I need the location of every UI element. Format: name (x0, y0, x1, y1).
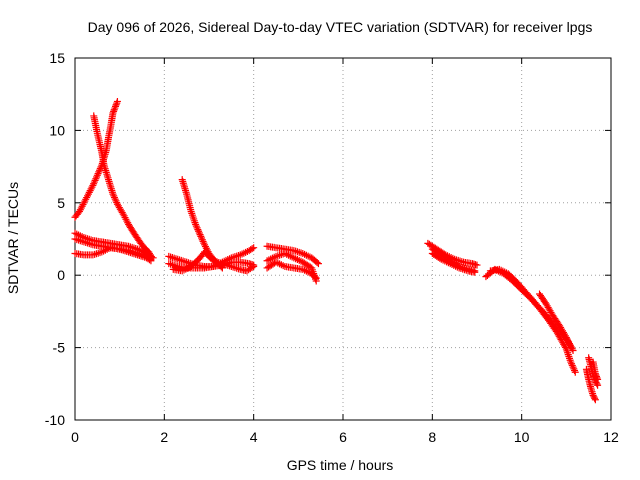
data-point-marker (569, 363, 577, 371)
data-point-marker (571, 368, 579, 376)
y-tick-label: -5 (53, 340, 66, 356)
x-tick-label: 10 (514, 429, 530, 445)
data-point-marker (109, 190, 117, 198)
x-tick-label: 4 (250, 429, 258, 445)
data-point-marker (563, 335, 571, 343)
data-point-marker (197, 232, 205, 240)
data-point-marker (471, 268, 479, 276)
data-point-marker (111, 195, 119, 203)
data-point-marker (473, 261, 481, 269)
data-point-marker (196, 231, 204, 239)
data-point-marker (112, 197, 120, 205)
y-axis-label: SDTVAR / TECUs (5, 182, 21, 294)
series-arc-1b (90, 112, 155, 260)
y-tick-label: 10 (49, 122, 65, 138)
data-point-marker (147, 257, 155, 265)
y-tick-label: 0 (57, 267, 65, 283)
data-point-marker (95, 168, 103, 176)
data-point-marker (193, 224, 201, 232)
data-point-marker (90, 180, 98, 188)
chart-title: Day 096 of 2026, Sidereal Day-to-day VTE… (88, 19, 593, 35)
x-tick-label: 8 (428, 429, 436, 445)
data-point-marker (110, 106, 118, 114)
data-point-marker (250, 263, 258, 271)
data-point-marker (110, 192, 118, 200)
data-point-marker (195, 227, 203, 235)
axis-ticks: 0 2 4 6 8 10 12 -10 -5 0 5 10 15 (45, 50, 619, 445)
data-point-marker (112, 102, 120, 110)
x-axis-label: GPS time / hours (287, 457, 394, 473)
x-tick-label: 6 (339, 429, 347, 445)
series-arc-1e (71, 244, 155, 265)
grid-lines (75, 58, 611, 420)
data-point-marker (145, 256, 153, 264)
data-point-marker (109, 109, 117, 117)
data-point-marker (93, 171, 101, 179)
data-point-marker (567, 358, 575, 366)
data-point-marker (113, 99, 121, 107)
x-tick-label: 0 (71, 429, 79, 445)
data-point-marker (113, 97, 121, 105)
series-arc-3b (263, 249, 320, 285)
data-point-marker (93, 173, 101, 181)
data-point-marker (570, 365, 578, 373)
series-arc-6b (582, 365, 599, 404)
series-arc-2d (169, 248, 258, 275)
y-tick-label: 5 (57, 195, 65, 211)
data-point-marker (199, 237, 207, 245)
data-point-marker (314, 260, 322, 268)
data-point-marker (89, 181, 97, 189)
data-point-marker (111, 104, 119, 112)
data-point-marker (112, 101, 120, 109)
data-point-marker (198, 234, 206, 242)
data-point-marker (192, 221, 200, 229)
x-tick-label: 12 (603, 429, 619, 445)
data-point-marker (591, 394, 599, 402)
data-point-marker (562, 333, 570, 341)
series-arc-4c (428, 249, 479, 276)
data-point-marker (312, 274, 320, 282)
data-point-marker (311, 273, 319, 281)
series-arc-6c (589, 358, 602, 383)
data-point-marker (591, 396, 599, 404)
data-point-marker (195, 229, 203, 237)
series-arc-3a (263, 242, 322, 268)
data-point-marker (96, 166, 104, 174)
data-point-marker (92, 175, 100, 183)
data-point-marker (594, 375, 602, 383)
data-point-marker (91, 176, 99, 184)
data-point-marker (200, 239, 208, 247)
data-point-marker (561, 332, 569, 340)
data-point-marker (568, 361, 576, 369)
data-point-marker (250, 244, 258, 252)
data-point-marker (248, 245, 256, 253)
data-point-marker (248, 264, 256, 272)
data-point-marker (565, 340, 573, 348)
data-point-marker (567, 344, 575, 352)
series-arc-3c (263, 258, 320, 282)
series-arc-5c (536, 290, 575, 352)
data-point-marker (566, 342, 574, 350)
data-point-marker (564, 337, 572, 345)
data-point-marker (110, 107, 118, 115)
data-point-marker (198, 236, 206, 244)
data-point-marker (194, 226, 202, 234)
x-tick-label: 2 (160, 429, 168, 445)
series-arc-5b (482, 265, 579, 376)
data-point-marker (565, 339, 573, 347)
data-point-marker (94, 170, 102, 178)
data-point-marker (113, 199, 121, 207)
data-point-marker (90, 178, 98, 186)
data-point-marker (568, 360, 576, 368)
data-point-marker (110, 193, 118, 201)
data-point-marker (192, 222, 200, 230)
data-point-marker (313, 258, 321, 266)
y-tick-label: -10 (45, 412, 65, 428)
data-point-marker (571, 367, 579, 375)
data-points (71, 97, 602, 404)
y-tick-label: 15 (49, 50, 65, 66)
